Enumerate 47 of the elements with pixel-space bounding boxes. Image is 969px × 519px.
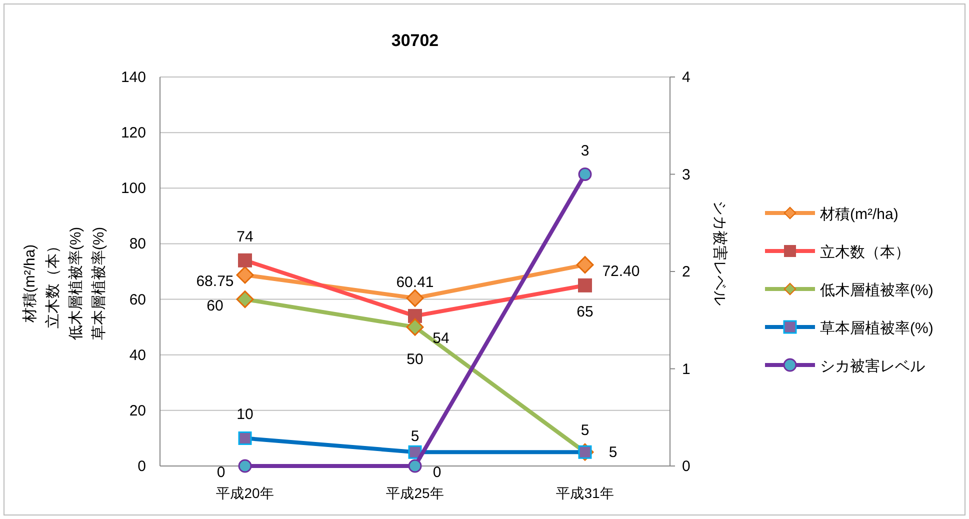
text: 立木数（本） [44,238,62,328]
data-label: 5 [608,444,618,462]
y-tick-label: 140 [120,69,146,86]
y2-tick-label: 0 [682,458,690,475]
y-tick-label: 0 [138,458,146,475]
point [236,266,254,284]
y2-tick-label: 3 [682,166,690,184]
data-label: 68.75 [196,272,234,290]
data-label: 60 [206,297,224,314]
legend-label: 低木層植被率(%) [820,282,934,299]
point [406,289,424,307]
data-label: 0 [216,464,226,481]
x-tick-label: 平成31年 [556,485,614,501]
chart-title: 30702 [391,31,439,50]
y2-tick-label: 1 [682,360,690,378]
x-tick-label: 平成25年 [386,485,444,501]
y-tick-label: 20 [129,402,146,420]
y2-tick-label: 4 [682,69,690,86]
data-label: 54 [432,330,450,347]
data-label: 10 [236,406,254,424]
legend-label: 立木数（本） [820,244,910,261]
y2-tick-label: 2 [682,264,690,280]
data-label: 5 [580,422,590,440]
x-tick-label: 平成20年 [216,485,274,501]
data-label: 50 [406,351,424,368]
point [406,318,424,336]
y-tick-label: 40 [129,346,146,364]
data-label: 0 [432,464,442,481]
y-tick-label: 60 [129,291,146,308]
data-label: 72.40 [602,262,640,280]
y-tick-label: 100 [120,180,146,198]
y2-axis-title: シカ被害レベル [711,200,728,306]
y-tick-label: 80 [129,236,146,253]
text: 低木層植被率(%) [68,226,84,340]
data-label: 60.41 [396,274,434,292]
data-label: 65 [576,303,594,320]
legend-label: 材積(m²/ha) [819,206,898,223]
point [576,256,594,274]
legend-label: シカ被害レベル [820,358,925,375]
text: 草本層植被率(%) [90,226,108,340]
data-label: 3 [580,142,590,160]
data-label: 74 [236,228,254,246]
y-tick-label: 120 [120,124,146,142]
legend-label: 草本層植被率(%) [820,320,934,337]
data-label: 5 [410,428,420,446]
point [236,290,254,308]
text: 材積(m²/ha) [22,244,38,323]
